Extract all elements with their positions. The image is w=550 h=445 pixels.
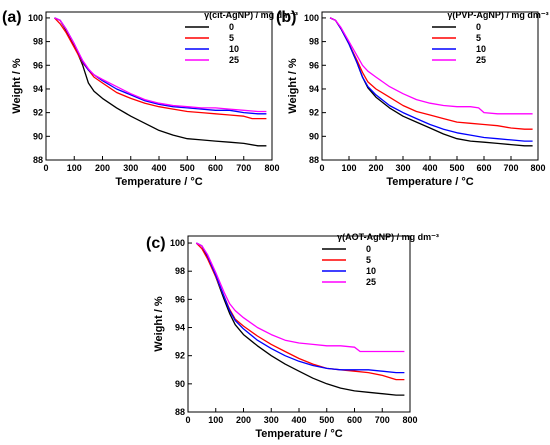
y-tick-label: 94 (309, 84, 319, 94)
y-tick-label: 92 (33, 108, 43, 118)
y-tick-label: 96 (175, 294, 185, 304)
y-tick-label: 98 (309, 37, 319, 47)
x-tick-label: 0 (43, 163, 48, 173)
y-tick-label: 100 (28, 13, 43, 23)
x-tick-label: 200 (95, 163, 110, 173)
legend-label-0: 0 (229, 22, 234, 32)
x-tick-label: 400 (291, 415, 306, 425)
legend-title: γ(PVP-AgNP) / mg dm⁻³ (447, 10, 548, 20)
panel-label: (b) (276, 9, 296, 26)
y-tick-label: 88 (309, 155, 319, 165)
x-tick-label: 800 (264, 163, 279, 173)
series-line-25 (196, 242, 405, 353)
series-line-10 (196, 242, 405, 374)
y-axis-title: Weight / % (287, 58, 299, 114)
legend-label-10: 10 (476, 44, 486, 54)
x-tick-label: 0 (185, 415, 190, 425)
y-tick-label: 98 (33, 37, 43, 47)
series-line-25 (329, 17, 533, 115)
x-tick-label: 500 (449, 163, 464, 173)
panel-2: 0 100 200 300 400 500 600 700 800889092949698100… (276, 9, 549, 188)
legend-title: γ(AOT-AgNP) / mg dm⁻³ (337, 232, 439, 242)
series-line-5 (54, 17, 267, 120)
y-tick-label: 88 (175, 407, 185, 417)
legend-label-25: 25 (229, 55, 239, 65)
plot-frame (187, 235, 411, 413)
y-tick-label: 100 (170, 238, 185, 248)
legend-label-5: 5 (366, 255, 371, 265)
y-tick-label: 94 (175, 323, 185, 333)
y-axis-title: Weight / % (11, 58, 23, 114)
plot-frame (45, 11, 273, 161)
x-tick-label: 700 (375, 415, 390, 425)
series-line-5 (195, 242, 405, 381)
x-tick-label: 200 (236, 415, 251, 425)
x-axis-title: Temperature / °C (386, 176, 473, 188)
y-tick-label: 92 (309, 108, 319, 118)
y-tick-label: 90 (33, 131, 43, 141)
x-axis-title: Temperature / °C (115, 176, 202, 188)
y-axis-title: Weight / % (153, 296, 165, 352)
legend-label-25: 25 (366, 277, 376, 287)
y-tick-label: 100 (304, 13, 319, 23)
x-tick-label: 800 (530, 163, 545, 173)
x-tick-label: 300 (123, 163, 138, 173)
legend-label-0: 0 (476, 22, 481, 32)
x-tick-label: 100 (208, 415, 223, 425)
legend-title: γ(cit-AgNP) / mg dm⁻³ (204, 10, 298, 20)
legend-label-5: 5 (229, 33, 234, 43)
x-tick-label: 300 (395, 163, 410, 173)
legend-label-10: 10 (229, 44, 239, 54)
y-tick-label: 92 (175, 351, 185, 361)
y-tick-label: 90 (175, 379, 185, 389)
y-tick-label: 98 (175, 266, 185, 276)
x-tick-label: 200 (368, 163, 383, 173)
x-tick-label: 800 (402, 415, 417, 425)
series-line-10 (329, 17, 533, 142)
x-tick-label: 600 (476, 163, 491, 173)
panel-3: 0 100 200 300 400 500 600 700 800889092949698100… (146, 232, 439, 440)
x-tick-label: 500 (319, 415, 334, 425)
panel-label: (c) (146, 235, 166, 252)
legend-label-25: 25 (476, 55, 486, 65)
x-tick-label: 0 (319, 163, 324, 173)
y-tick-label: 96 (309, 60, 319, 70)
series-line-0 (54, 17, 267, 147)
x-tick-label: 100 (67, 163, 82, 173)
plot-frame (321, 11, 539, 161)
x-axis-title: Temperature / °C (255, 428, 342, 440)
legend-label-0: 0 (366, 244, 371, 254)
y-tick-label: 88 (33, 155, 43, 165)
x-tick-label: 700 (503, 163, 518, 173)
panel-label: (a) (2, 9, 22, 26)
y-tick-label: 90 (309, 131, 319, 141)
x-tick-label: 400 (151, 163, 166, 173)
y-tick-label: 94 (33, 84, 43, 94)
x-tick-label: 400 (422, 163, 437, 173)
x-tick-label: 100 (341, 163, 356, 173)
y-tick-label: 96 (33, 60, 43, 70)
panel-1: 0 100 200 300 400 500 600 700 800889092949698100… (2, 9, 298, 188)
x-tick-label: 300 (264, 415, 279, 425)
legend-label-10: 10 (366, 266, 376, 276)
x-tick-label: 700 (236, 163, 251, 173)
x-tick-label: 600 (347, 415, 362, 425)
legend-label-5: 5 (476, 33, 481, 43)
x-tick-label: 600 (208, 163, 223, 173)
series-line-25 (54, 17, 267, 113)
x-tick-label: 500 (180, 163, 195, 173)
